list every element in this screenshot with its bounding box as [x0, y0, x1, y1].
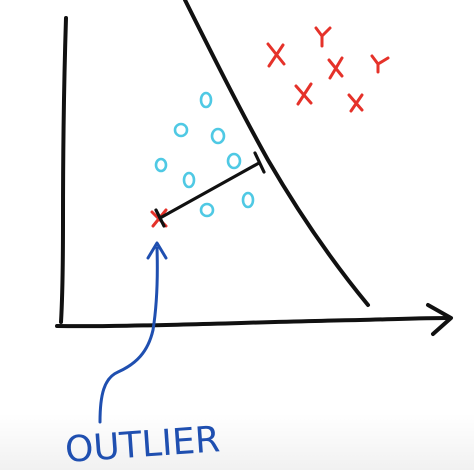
annotation-arrow-shaft [98, 246, 159, 424]
distance-cap-boundary [253, 151, 266, 174]
o-point [199, 202, 215, 218]
y-axis [59, 16, 68, 324]
x-point [327, 56, 344, 80]
distance-line [158, 161, 261, 220]
o-point [241, 191, 255, 209]
annotation-arrowhead [146, 241, 168, 260]
x-point [370, 54, 390, 74]
distance-arrow-icon [154, 151, 266, 228]
o-point [182, 171, 196, 189]
o-point [154, 157, 168, 173]
o-point [226, 152, 242, 170]
o-point [173, 122, 189, 138]
axes-icon [55, 16, 453, 336]
annotation-arrow-icon [98, 241, 168, 424]
o-point [210, 127, 226, 145]
o-point [199, 91, 213, 109]
x-point [314, 26, 332, 48]
x-point [294, 82, 313, 106]
x-point [347, 93, 364, 113]
class-o-points [154, 91, 255, 218]
decision-boundary-icon [183, 0, 370, 307]
x-axis-arrowhead [426, 303, 453, 336]
distance-cap-outlier [154, 208, 166, 228]
x-axis [55, 316, 450, 329]
x-point [266, 42, 286, 68]
outlier-label: OUTLIER [64, 419, 222, 470]
